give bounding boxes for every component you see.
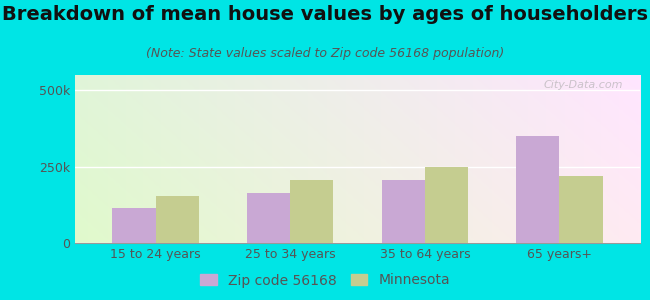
Text: (Note: State values scaled to Zip code 56168 population): (Note: State values scaled to Zip code 5… (146, 46, 504, 59)
Bar (112, 208, 155, 243)
Legend: Zip code 56168, Minnesota: Zip code 56168, Minnesota (194, 268, 456, 293)
Text: City-Data.com: City-Data.com (544, 80, 623, 90)
Bar (247, 193, 290, 243)
Bar (155, 196, 199, 243)
Text: Breakdown of mean house values by ages of householders: Breakdown of mean house values by ages o… (2, 4, 648, 23)
Bar (425, 167, 468, 243)
Bar (382, 180, 425, 243)
Bar (560, 176, 603, 243)
Bar (290, 180, 333, 243)
Bar (516, 136, 560, 243)
